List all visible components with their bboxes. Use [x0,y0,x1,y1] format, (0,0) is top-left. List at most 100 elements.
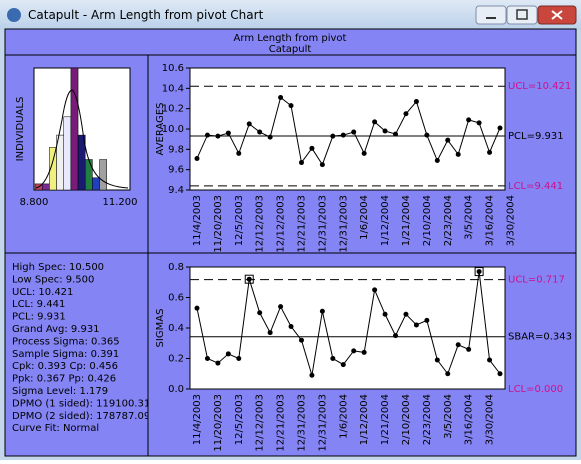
data-point [267,134,273,140]
data-point [204,132,210,138]
control-label: UCL=0.717 [508,275,565,286]
stat-line: LCL: 9.441 [12,299,65,310]
data-point [434,158,440,164]
data-point [403,111,409,117]
x-tick-label: 11/20/2003 [213,195,224,253]
out-of-control-marker [244,274,254,284]
data-point [413,99,419,105]
maximize-button[interactable] [506,5,538,25]
data-point [382,311,388,317]
stat-line: DPMO (2 sided): 178787.09 [12,411,150,422]
header-title: Arm Length from pivot [234,33,347,44]
x-tick-label: 3/5/2004 [443,394,454,439]
data-point [487,357,493,363]
x-tick-label: 1/6/2004 [338,394,349,439]
data-point [225,130,231,136]
data-point [319,162,325,168]
y-tick-label: 10.2 [162,104,184,115]
data-point [424,132,430,138]
data-point [288,323,294,329]
minimize-button[interactable] [475,5,507,25]
plot-area [189,266,506,390]
y-axis-label: SIGMAS [155,309,166,348]
y-tick-label: 9.8 [168,144,184,155]
y-tick-label: 10.6 [162,63,184,74]
x-tick-label: 12/12/2003 [276,195,287,253]
x-tick-label: 1/12/2004 [359,394,370,445]
data-point [361,150,367,156]
data-point [215,360,221,366]
data-point [466,346,472,352]
data-point [434,357,440,363]
data-point [225,351,231,357]
data-point [424,317,430,323]
x-tick-label: 2/23/2004 [443,195,454,246]
data-point [351,348,357,354]
control-label: UCL=10.421 [508,81,571,92]
window-buttons [475,5,577,25]
x-tick-label: 12/31/2003 [317,394,328,452]
x-tick-label: 1/6/2004 [359,195,370,240]
x-tick-label: 2/10/2004 [401,394,412,445]
control-label: SBAR=0.343 [508,332,572,343]
data-point [330,356,336,361]
stat-line: PCL: 9.931 [12,312,66,323]
x-tick-label: 1/21/2004 [401,195,412,246]
x-tick-label: 12/31/2003 [338,195,349,253]
data-point [319,308,325,314]
data-point [393,131,399,137]
data-point [403,311,409,317]
x-tick-label: 12/12/2003 [255,195,266,253]
x-tick-label: 8.800 [20,197,49,208]
stat-line: Sigma Level: 1.179 [12,386,108,397]
stat-line: Low Spec: 9.500 [12,274,94,285]
histogram-bar [92,177,100,191]
normal-curve [35,89,129,189]
stat-line: DPMO (1 sided): 119100.31 [12,398,150,409]
data-point [236,356,242,361]
data-point [278,94,284,100]
data-point [413,322,419,328]
data-point [372,287,378,293]
histogram-bar [41,183,50,191]
x-tick-label: 3/16/2004 [485,195,496,246]
x-tick-label: 11/20/2003 [213,394,224,452]
control-label: LCL=0.000 [508,384,563,395]
data-point [487,149,493,155]
data-line [196,96,501,166]
y-tick-label: 10.0 [162,124,184,135]
data-point [194,305,200,311]
histogram-bar [63,116,72,191]
y-axis-label: INDIVIDUALS [15,97,26,162]
data-point [445,137,451,143]
data-point [278,304,284,310]
stat-line: High Spec: 10.500 [12,262,104,273]
x-tick-label: 12/21/2003 [296,195,307,253]
data-point [455,342,461,348]
data-point [330,133,336,139]
y-tick-label: 10.4 [162,83,184,94]
app-icon [7,8,21,22]
data-point [340,362,346,368]
stat-line: Grand Avg: 9.931 [12,324,100,335]
data-point [476,269,482,275]
histogram-bar [99,159,107,191]
data-point [236,150,242,156]
data-point [309,145,315,151]
x-tick-label: 11/4/2003 [192,195,203,246]
data-point [267,330,273,336]
stat-line: Sample Sigma: 0.391 [12,349,119,360]
y-tick-label: 9.6 [168,165,184,176]
data-point [340,132,346,138]
y-tick-label: 9.4 [168,185,184,196]
data-point [298,160,304,166]
data-point [309,372,315,378]
y-tick-label: 0.0 [168,384,184,395]
data-point [393,333,399,339]
data-point [246,276,252,282]
histogram-bar [84,159,93,191]
control-label: LCL=9.441 [508,181,563,192]
data-point [215,133,221,139]
